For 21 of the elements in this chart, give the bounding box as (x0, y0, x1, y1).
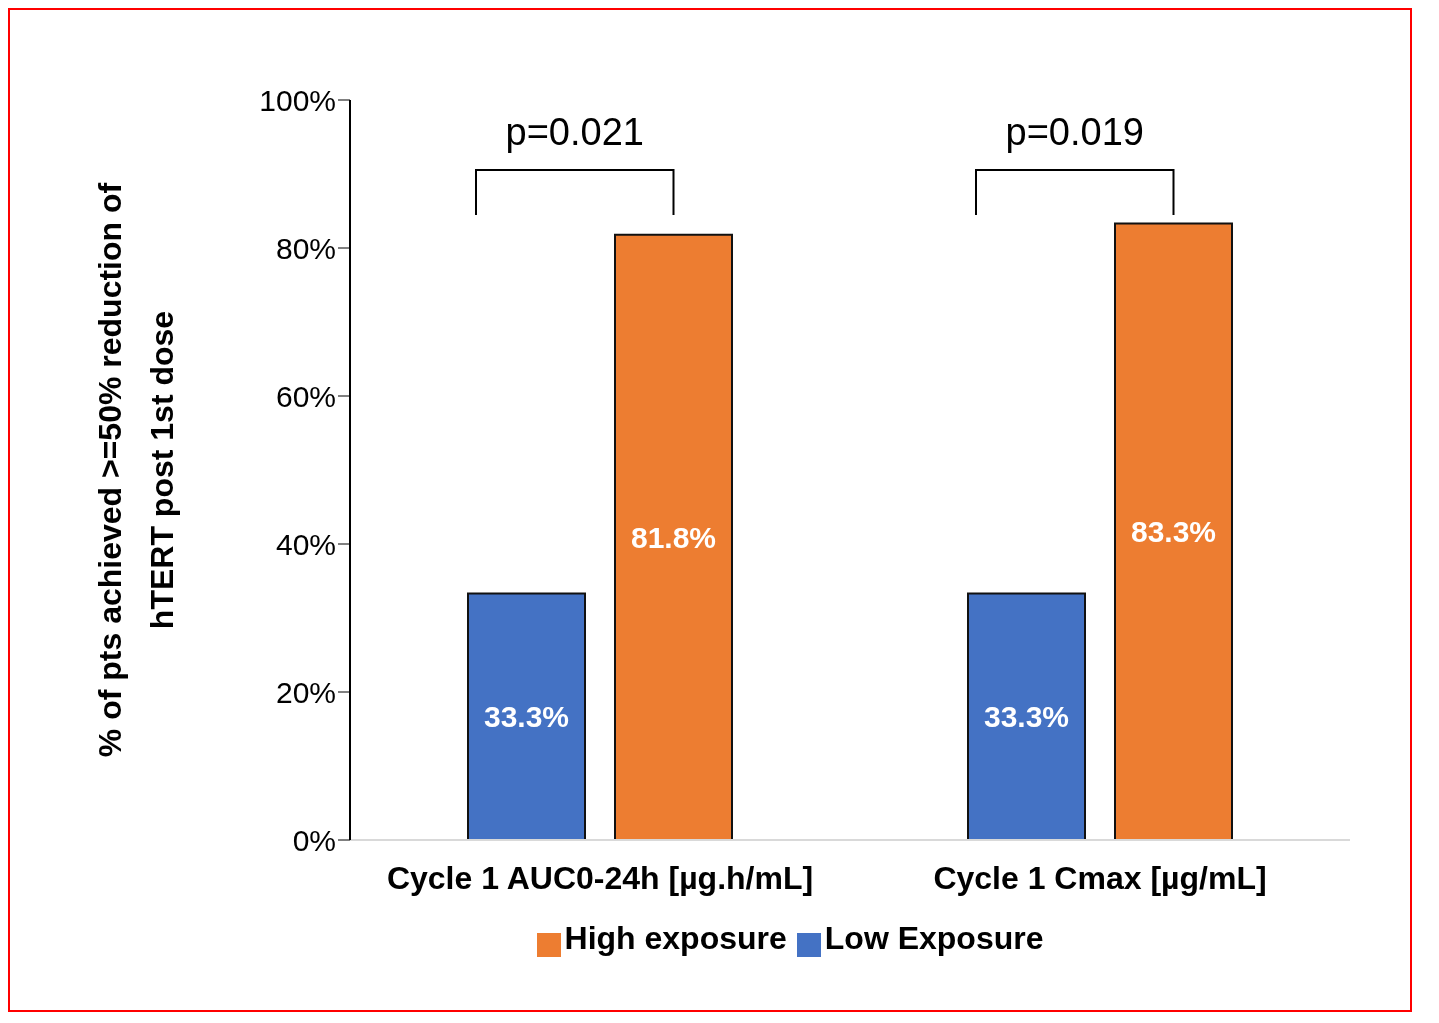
y-tick-label: 100% (259, 83, 336, 117)
annotation: p=0.019 (1005, 111, 1144, 153)
legend-label: Low Exposure (824, 920, 1044, 956)
legend-label: High exposure (564, 920, 787, 956)
y-axis-title: % of pts achieved >=50% reduction of hTERT post 1st dose (92, 182, 180, 758)
bar (967, 592, 1086, 840)
data-label: 83.3% (1130, 515, 1217, 549)
x-tick-label: Cycle 1 AUC0-24h [µg.h/mL] (386, 859, 814, 896)
data-label: 33.3% (983, 700, 1070, 734)
y-tick-label: 40% (275, 527, 336, 561)
data-label: 33.3% (483, 700, 570, 734)
y-tick-label: 60% (275, 379, 336, 413)
bar (614, 233, 733, 840)
bar (467, 592, 586, 840)
annotation: p=0.021 (505, 111, 644, 153)
x-tick-label: Cycle 1 Cmax [µg/mL] (933, 859, 1267, 896)
data-label: 81.8% (630, 520, 717, 554)
bar (1114, 222, 1233, 840)
y-tick-label: 20% (275, 675, 336, 709)
y-tick-label: 0% (292, 823, 336, 857)
y-tick-label: 80% (275, 231, 336, 265)
